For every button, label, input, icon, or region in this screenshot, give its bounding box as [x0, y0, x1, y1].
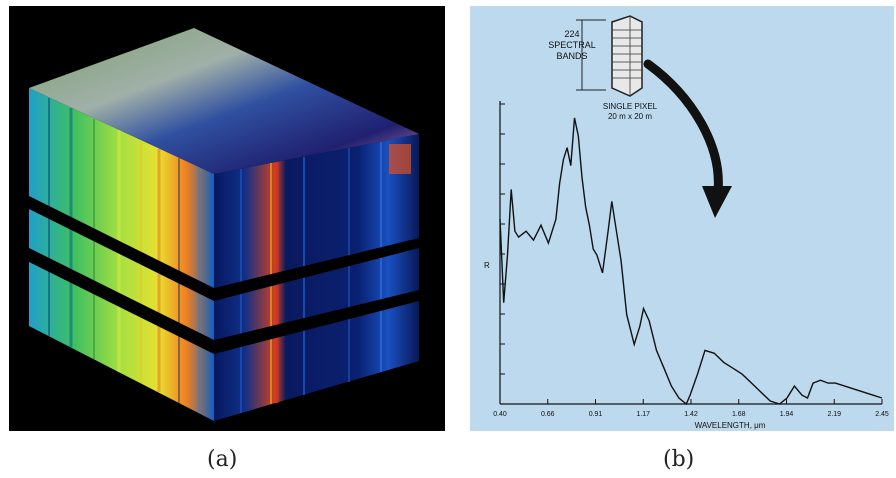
caption-a: (a) [207, 447, 238, 472]
pixel-label-line2: 20 m x 20 m [608, 112, 652, 121]
y-ticks [500, 103, 505, 405]
reflectance-curve [499, 117, 883, 406]
arrow-head-icon [702, 186, 732, 218]
bands-label-line1: 224 [564, 29, 579, 39]
single-pixel-stack-icon [611, 15, 643, 97]
x-tick-label: 0.91 [589, 411, 603, 418]
cube-top-face [29, 28, 419, 174]
x-tick-label: 2.45 [875, 411, 889, 418]
x-tick-label: 1.42 [684, 411, 698, 418]
x-axis-label: WAVELENGTH, μm [695, 421, 766, 430]
spectral-signature-panel: 224 SPECTRAL BANDS SINGLE PIXEL 20 m x 2… [470, 6, 894, 431]
x-ticks: 0.40 0.66 0.91 1.17 1.42 1.68 1.94 2.19 2.45 [493, 399, 889, 418]
hyperspectral-cube-image [29, 28, 419, 421]
y-axis-label: R [484, 261, 490, 270]
spectral-chart: 224 SPECTRAL BANDS SINGLE PIXEL 20 m x 2… [484, 15, 889, 430]
x-tick-label: 0.66 [541, 411, 555, 418]
x-tick-label: 1.68 [732, 411, 746, 418]
x-tick-label: 1.17 [636, 411, 650, 418]
x-tick-label: 1.94 [780, 411, 794, 418]
bands-label-line2: SPECTRAL [548, 40, 596, 50]
bands-label-line3: BANDS [556, 51, 587, 61]
x-tick-label: 0.40 [493, 411, 507, 418]
x-tick-label: 2.19 [827, 411, 841, 418]
hyperspectral-cube-panel [9, 6, 445, 431]
caption-b: (b) [663, 447, 695, 472]
cube-right-face [214, 134, 419, 421]
curved-arrow-icon [643, 59, 723, 196]
bands-bracket [576, 19, 606, 91]
pixel-label-line1: SINGLE PIXEL [603, 102, 658, 111]
